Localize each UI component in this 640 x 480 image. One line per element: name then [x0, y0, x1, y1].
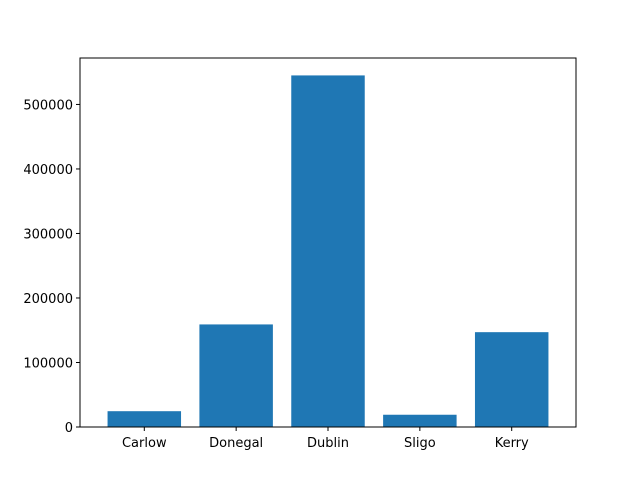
y-tick-label: 100000	[23, 356, 73, 371]
bar-dublin	[291, 75, 365, 427]
y-tick-label: 400000	[23, 163, 73, 178]
x-axis: Carlow Donegal Dublin Sligo Kerry	[122, 427, 529, 451]
x-tick-label: Kerry	[495, 436, 529, 451]
y-axis: 0 100000 200000 300000 400000 500000	[23, 98, 80, 436]
x-tick-label: Dublin	[307, 436, 349, 451]
y-tick-label: 500000	[23, 98, 73, 113]
y-tick-label: 200000	[23, 292, 73, 307]
x-tick-label: Carlow	[122, 436, 167, 451]
x-tick-label: Sligo	[404, 436, 436, 451]
bar-sligo	[383, 414, 457, 427]
x-tick-label: Donegal	[209, 436, 263, 451]
bars-group	[107, 75, 549, 427]
bar-kerry	[474, 332, 549, 427]
plot-frame	[79, 57, 577, 428]
bar-carlow	[107, 411, 182, 427]
bar-donegal	[199, 324, 273, 427]
y-tick-label: 300000	[23, 227, 73, 242]
y-tick-label: 0	[65, 421, 73, 436]
